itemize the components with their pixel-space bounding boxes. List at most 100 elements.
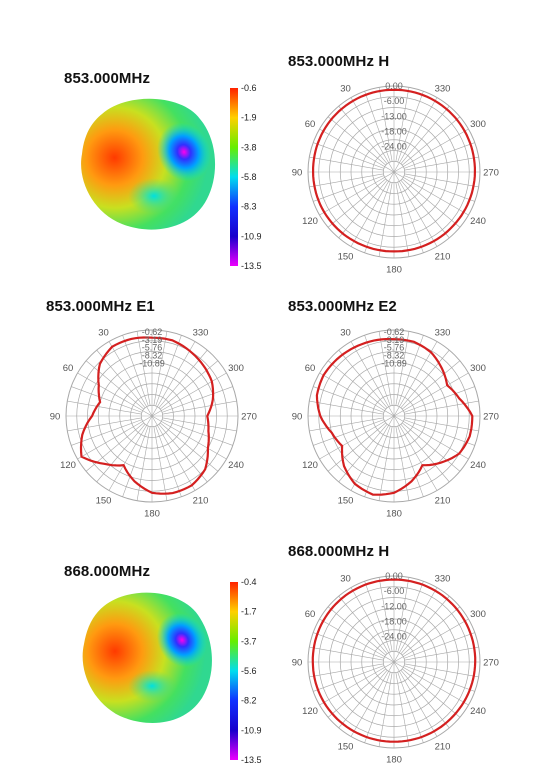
polar-grid-spoke [338,349,388,409]
polar-grid-spoke [162,417,237,432]
surface-3d-plot [81,98,216,230]
pattern-curve [315,338,474,496]
polar-angle-label: 60 [63,363,74,374]
polar-grid-spoke [327,178,387,228]
polar-angle-label: 90 [50,412,61,423]
polar-ring-label: -18.00 [381,617,407,627]
surface-lower-region [128,670,176,702]
polar-grid-spoke [338,179,388,239]
polar-angle-label: 330 [435,573,451,584]
polar-chart-868-h: 0.00 -6.00 -12.00 -18.00 -24.00 330 300 270 240 2… [292,571,499,766]
polar-grid-spoke [364,91,391,163]
polar-angle-label: 90 [292,658,303,669]
polar-grid-spoke [309,663,384,678]
polar-angle-label: 180 [144,509,160,520]
colorbar-tick-label: -10.9 [241,231,262,241]
polar-angle-label: 330 [435,327,451,338]
polar-angle-label: 330 [435,83,451,94]
polar-grid-spoke [400,105,450,165]
polar-angle-label: 30 [340,83,351,94]
polar-grid-spoke [313,632,385,659]
polar-grid-spoke [350,97,395,173]
polar-grid-spoke [397,425,424,497]
polar-grid-spoke [71,386,143,413]
polar-ring-label: -0.62 [384,327,405,337]
polar-ring-label: -3.19 [384,335,405,345]
colorbar-tick-label: -8.2 [241,696,257,706]
polar-grid-spoke [403,386,475,413]
polar-grid-spoke [319,415,395,460]
polar-grid-spoke [403,142,475,169]
polar-grid-spoke [395,426,410,501]
polar-grid-spoke [404,663,479,678]
polar-grid-spoke [327,116,387,166]
chart-title: 868.000MHz H [288,543,390,560]
polar-angle-label: 240 [470,216,486,227]
polar-grid-spoke [404,417,479,432]
polar-grid-spoke [397,91,424,163]
colorbar: -0.6 -1.9 -3.8 -5.8 -8.3 -10.9 -13.5 [230,83,262,271]
polar-grid-spoke [319,661,395,706]
polar-ring-label: -18.00 [381,127,407,137]
polar-angle-label: 150 [96,496,112,507]
polar-grid-spoke [364,671,391,743]
polar-angle-label: 30 [340,327,351,338]
polar-grid-spoke [96,423,146,483]
polar-grid-spoke [338,595,388,655]
polar-angle-label: 270 [483,168,499,179]
polar-angle-label: 90 [292,168,303,179]
polar-grid-spoke [397,671,424,743]
polar-grid-spoke [327,422,387,472]
polar-grid-spoke [393,661,469,706]
polar-grid-spoke [364,335,391,407]
polar-grid-spoke [393,415,469,460]
colorbar-tick-label: -1.7 [241,607,257,617]
polar-grid-spoke [378,331,393,406]
colorbar-tick-label: -13.5 [241,755,262,765]
polar-angle-label: 60 [305,609,316,620]
polar-grid-spoke [400,349,450,409]
polar-angle-label: 300 [228,363,244,374]
polar-grid-spoke [155,335,182,407]
polar-grid-spoke [403,175,475,202]
polar-angle-label: 270 [483,658,499,669]
colorbar-tick-label: -5.8 [241,172,257,182]
colorbar-gradient [230,88,238,266]
polar-angle-label: 240 [228,460,244,471]
polar-grid-spoke [397,181,424,253]
polar-ring-label: -6.00 [384,96,405,106]
polar-ring-label: -10.89 [381,358,407,368]
polar-ring-label: -8.32 [384,351,405,361]
polar-grid-spoke [404,156,479,171]
polar-grid-spoke [401,422,461,472]
polar-grid-spoke [327,668,387,718]
polar-angle-label: 210 [435,742,451,753]
polar-grid-spoke [136,331,151,406]
polar-angle-label: 210 [435,252,451,263]
polar-ring-label: -5.76 [384,343,405,353]
polar-angle-label: 180 [386,509,402,520]
polar-ring-label: -0.62 [142,327,163,337]
polar-ring-label: -13.00 [381,111,407,121]
polar-grid-spoke [395,182,410,257]
polar-grid-spoke [309,173,384,188]
polar-grid-spoke [338,105,388,165]
polar-grid-spoke [309,646,384,661]
surface-lower-region [128,178,180,214]
polar-ring-label: -24.00 [381,632,407,642]
polar-ring-label: -6.00 [384,586,405,596]
polar-grid-spoke [401,360,461,410]
polar-grid-spoke [161,419,233,446]
polar-grid-spoke [309,156,384,171]
polar-grid-spoke [122,425,149,497]
polar-grid-spoke [401,116,461,166]
polar-grid-spoke [350,587,395,663]
polar-grid-spoke [155,425,182,497]
polar-grid-spoke [401,178,461,228]
polar-grid-spoke [151,415,227,460]
polar-grid-spoke [162,400,237,415]
polar-angle-label: 300 [470,119,486,130]
polar-grid-spoke [350,171,395,247]
polar-grid-spoke [338,423,388,483]
polar-grid-spoke [85,422,145,472]
